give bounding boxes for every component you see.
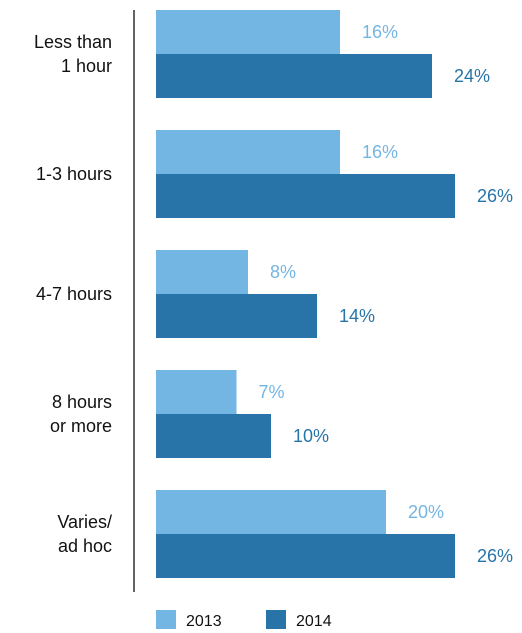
bar-2014-0 (156, 54, 432, 98)
bar-2013-3 (156, 370, 237, 414)
legend-swatch-2014 (266, 610, 286, 629)
category-label: Less than (34, 32, 112, 52)
bar-2013-1 (156, 130, 340, 174)
bar-2014-3 (156, 414, 271, 458)
category-label: 1 hour (61, 56, 112, 76)
value-label-2013: 20% (408, 502, 444, 522)
bar-2014-1 (156, 174, 455, 218)
bar-2013-4 (156, 490, 386, 534)
category-label: 4-7 hours (36, 284, 112, 304)
value-label-2014: 26% (477, 186, 513, 206)
category-label: or more (50, 416, 112, 436)
category-label: 1-3 hours (36, 164, 112, 184)
category-label: Varies/ (57, 512, 112, 532)
category-label: ad hoc (58, 536, 112, 556)
bar-2014-4 (156, 534, 455, 578)
value-label-2013: 7% (259, 382, 285, 402)
bar-2013-0 (156, 10, 340, 54)
value-label-2013: 16% (362, 22, 398, 42)
value-label-2013: 16% (362, 142, 398, 162)
category-label: 8 hours (52, 392, 112, 412)
legend-label-2014: 2014 (296, 613, 332, 630)
bar-2014-2 (156, 294, 317, 338)
value-label-2013: 8% (270, 262, 296, 282)
value-label-2014: 14% (339, 306, 375, 326)
value-label-2014: 10% (293, 426, 329, 446)
value-label-2014: 24% (454, 66, 490, 86)
legend-label-2013: 2013 (186, 613, 222, 630)
value-label-2014: 26% (477, 546, 513, 566)
legend-swatch-2013 (156, 610, 176, 629)
bar-2013-2 (156, 250, 248, 294)
